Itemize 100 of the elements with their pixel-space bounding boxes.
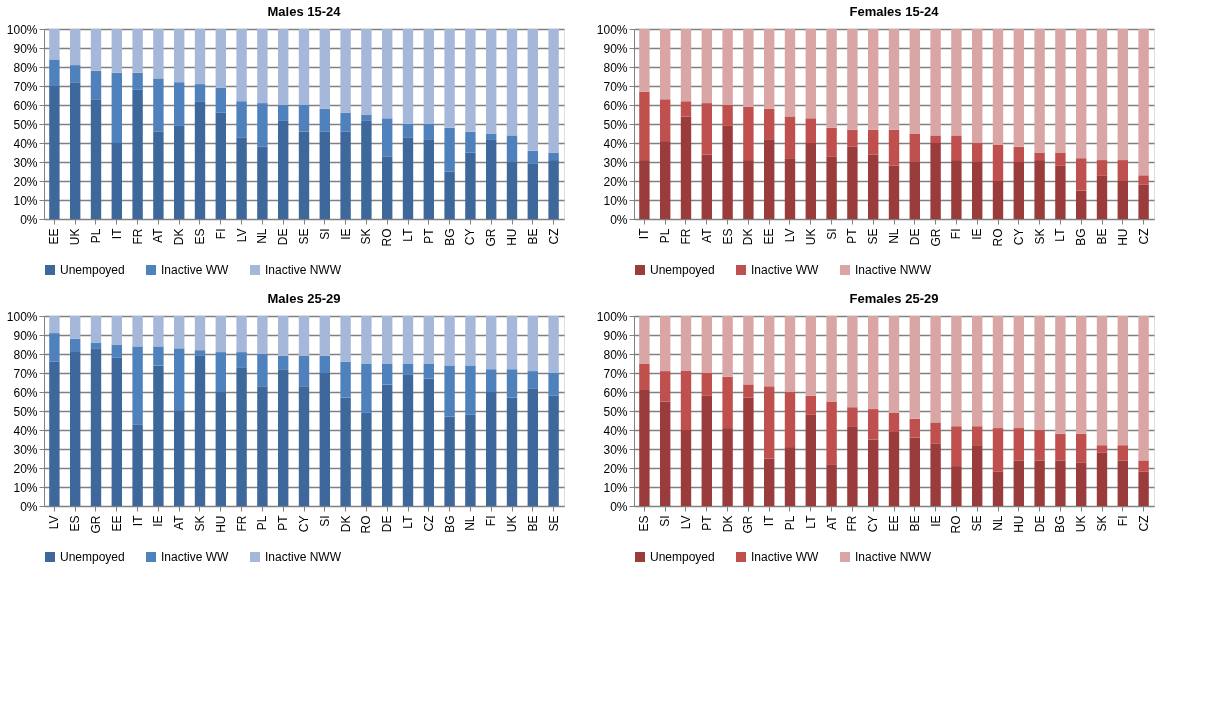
legend-label: Unempoyed xyxy=(650,263,715,277)
bar xyxy=(215,112,226,219)
y-tick-label: 10% xyxy=(13,193,38,208)
bar xyxy=(1034,430,1045,461)
bar xyxy=(174,411,185,506)
bar xyxy=(236,101,247,138)
legend-label: Inactive NWW xyxy=(855,263,932,277)
bar xyxy=(743,397,754,506)
y-tick-label: 40% xyxy=(603,423,628,438)
bar xyxy=(868,316,879,410)
bar xyxy=(132,316,143,347)
bar xyxy=(1076,190,1087,219)
bar xyxy=(805,395,816,415)
y-tick-label: 0% xyxy=(20,499,38,514)
x-tick-label: EE xyxy=(762,228,777,245)
bar xyxy=(132,89,143,219)
bar xyxy=(1055,165,1066,219)
x-tick-label: SI xyxy=(824,228,839,240)
legend-label: Inactive NWW xyxy=(265,550,342,564)
bar xyxy=(111,72,122,143)
bar xyxy=(1034,29,1045,153)
bar xyxy=(257,316,268,354)
bar xyxy=(444,171,455,219)
bar xyxy=(382,384,393,506)
bar xyxy=(639,160,650,219)
y-tick-label: 80% xyxy=(603,347,628,362)
bar xyxy=(319,131,330,219)
x-tick-label: IE xyxy=(151,515,166,527)
bar xyxy=(805,118,816,143)
x-tick-label: PT xyxy=(699,514,714,531)
x-tick-label: AT xyxy=(151,227,166,243)
bar xyxy=(444,365,455,417)
bar xyxy=(909,437,920,506)
x-tick-label: LV xyxy=(679,515,693,530)
x-tick-label: PT xyxy=(845,227,860,244)
x-tick-label: IT xyxy=(637,227,652,240)
y-tick-label: 70% xyxy=(603,79,628,94)
x-tick-label: HU xyxy=(505,228,519,246)
bar xyxy=(548,395,559,506)
y-tick-label: 70% xyxy=(13,79,38,94)
bar xyxy=(722,29,733,105)
x-tick-label: CZ xyxy=(421,515,436,532)
bar xyxy=(340,131,351,219)
x-tick-label: LV xyxy=(47,515,62,530)
bar xyxy=(868,29,879,130)
bar xyxy=(70,82,81,219)
bar xyxy=(49,361,60,506)
bar xyxy=(701,316,712,373)
bar xyxy=(660,29,671,100)
bar xyxy=(111,357,122,506)
bar xyxy=(49,316,60,334)
bar xyxy=(764,386,775,459)
bar xyxy=(278,369,289,506)
bar xyxy=(1076,462,1087,506)
bar xyxy=(132,424,143,506)
x-tick-label: EE xyxy=(887,515,901,532)
y-tick-label: 30% xyxy=(13,442,38,457)
x-tick-label: BE xyxy=(525,515,540,532)
bar xyxy=(951,426,962,467)
bar xyxy=(527,371,538,389)
bar xyxy=(764,29,775,109)
bar xyxy=(930,143,941,219)
bar xyxy=(194,101,206,219)
bar xyxy=(194,316,206,351)
y-tick-label: 80% xyxy=(603,60,628,75)
y-tick-label: 40% xyxy=(13,136,38,151)
bar xyxy=(847,129,858,147)
bar xyxy=(680,29,692,102)
bar xyxy=(847,29,858,130)
x-tick-label: GR xyxy=(741,515,756,534)
bar xyxy=(639,316,650,364)
bar xyxy=(423,316,434,364)
x-tick-label: SK xyxy=(1095,515,1109,532)
bar xyxy=(784,158,796,219)
y-tick-label: 0% xyxy=(20,212,38,227)
bar xyxy=(972,29,983,143)
bar xyxy=(548,373,559,396)
bar xyxy=(784,116,796,159)
bar xyxy=(194,350,206,356)
bar xyxy=(257,29,268,104)
legend-label: Inactive NWW xyxy=(265,263,342,277)
bar xyxy=(1013,316,1024,429)
y-tick-label: 50% xyxy=(13,404,38,419)
y-tick-label: 20% xyxy=(603,174,628,189)
bar xyxy=(1055,316,1066,434)
bar xyxy=(930,316,941,423)
x-tick-label: EE xyxy=(47,228,62,245)
chart-title: Females 15-24 xyxy=(849,4,940,19)
bar xyxy=(486,139,497,219)
bar xyxy=(548,316,559,373)
y-tick-label: 90% xyxy=(603,328,628,343)
x-tick-label: DE xyxy=(276,228,291,246)
bar xyxy=(660,141,671,219)
bar xyxy=(90,316,102,343)
bar xyxy=(402,316,414,364)
bar xyxy=(1055,460,1066,506)
bar xyxy=(340,29,351,113)
bar xyxy=(153,365,164,506)
bar xyxy=(680,116,692,219)
bar xyxy=(784,29,796,117)
